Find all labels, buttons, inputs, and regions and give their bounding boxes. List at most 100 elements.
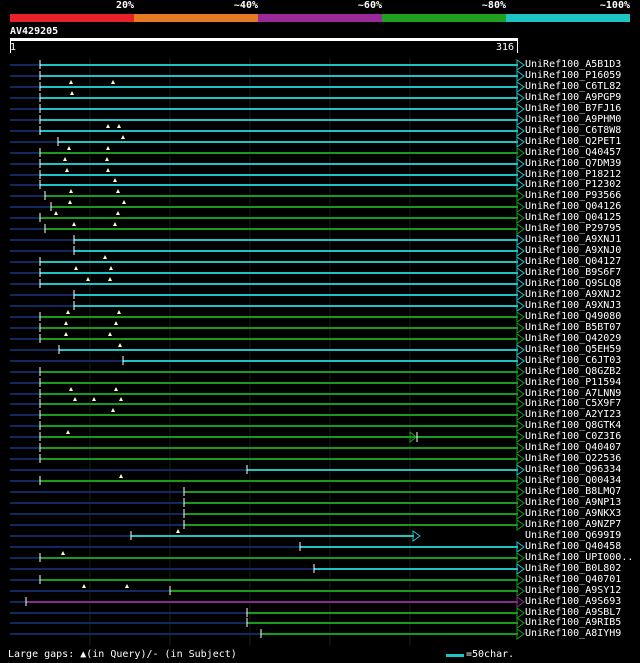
- hit-end-arrow: [516, 607, 525, 619]
- hit-label[interactable]: UniRef100_Q04126: [525, 201, 622, 212]
- hit-label[interactable]: UniRef100_Q04125: [525, 212, 622, 223]
- gap-marker: [66, 310, 70, 314]
- hit-label[interactable]: UniRef100_Q699I9: [525, 530, 622, 541]
- hit-label[interactable]: UniRef100_P12302: [525, 179, 622, 190]
- hit-end-arrow: [516, 377, 525, 389]
- hit-label[interactable]: UniRef100_Q40458: [525, 541, 622, 552]
- hit-end-arrow: [516, 388, 525, 400]
- hit-end-arrow: [516, 179, 525, 191]
- hit-label[interactable]: UniRef100_B7FJ16: [525, 103, 622, 114]
- hit-label[interactable]: UniRef100_P29795: [525, 223, 622, 234]
- gap-marker: [108, 332, 112, 336]
- hit-label[interactable]: UniRef100_A9NKX3: [525, 508, 622, 519]
- hit-label[interactable]: UniRef100_P11594: [525, 377, 622, 388]
- hit-label[interactable]: UniRef100_A9XNJ1: [525, 234, 622, 245]
- hit-label[interactable]: UniRef100_C0Z3I6: [525, 431, 622, 442]
- gap-marker: [86, 277, 90, 281]
- hit-label[interactable]: UniRef100_Q49080: [525, 311, 622, 322]
- hit-label[interactable]: UniRef100_A9S693: [525, 596, 622, 607]
- hit-label[interactable]: UniRef100_A9XNJ0: [525, 245, 622, 256]
- hit-label[interactable]: UniRef100_Q04127: [525, 256, 622, 267]
- gap-marker: [116, 189, 120, 193]
- hit-label[interactable]: UniRef100_B9S6F7: [525, 267, 622, 278]
- gap-marker: [73, 397, 77, 401]
- gap-marker: [111, 80, 115, 84]
- hit-label[interactable]: UniRef100_P16059: [525, 70, 622, 81]
- legend-label-20: 20%: [115, 0, 134, 11]
- gap-marker: [92, 397, 96, 401]
- gap-marker: [113, 222, 117, 226]
- hit-label[interactable]: UniRef100_B5BT07: [525, 322, 622, 333]
- hit-end-arrow: [516, 552, 525, 564]
- hit-label[interactable]: UniRef100_Q9SLQ8: [525, 278, 622, 289]
- hit-end-arrow: [516, 486, 525, 498]
- hit-label[interactable]: UniRef100_Q00434: [525, 475, 622, 486]
- hit-label[interactable]: UniRef100_A9NP13: [525, 497, 622, 508]
- hit-label[interactable]: UniRef100_Q8GTK4: [525, 420, 622, 431]
- hit-end-arrow: [516, 322, 525, 334]
- color-segment-40: [134, 14, 258, 22]
- hit-label[interactable]: UniRef100_A5B1D3: [525, 59, 622, 70]
- hit-end-arrow: [516, 147, 525, 159]
- gap-marker: [106, 168, 110, 172]
- hit-label[interactable]: UniRef100_A9SY12: [525, 585, 622, 596]
- hit-label[interactable]: UniRef100_A2YI23: [525, 409, 622, 420]
- hit-end-arrow: [516, 70, 525, 82]
- gap-marker: [70, 91, 74, 95]
- gap-marker: [64, 321, 68, 325]
- hit-label[interactable]: UniRef100_C5X9F7: [525, 398, 622, 409]
- hit-label[interactable]: UniRef100_A9XNJ3: [525, 300, 622, 311]
- hit-label[interactable]: UniRef100_A9SBL7: [525, 607, 622, 618]
- hit-label[interactable]: UniRef100_Q42029: [525, 333, 622, 344]
- hit-label[interactable]: UniRef100_Q40407: [525, 442, 622, 453]
- hit-label[interactable]: UniRef100_A9PHM0: [525, 114, 622, 125]
- gap-marker: [106, 146, 110, 150]
- hit-end-arrow: [516, 563, 525, 575]
- hit-end-arrow: [516, 136, 525, 148]
- hit-end-arrow: [516, 267, 525, 279]
- legend-label-40: ~40%: [233, 0, 258, 11]
- hit-label[interactable]: UniRef100_P93566: [525, 190, 622, 201]
- query-bar: [10, 38, 518, 41]
- hit-end-arrow: [516, 475, 525, 487]
- hit-label[interactable]: UniRef100_A8IYH9: [525, 628, 622, 639]
- hit-label[interactable]: UniRef100_A9PGP9: [525, 92, 622, 103]
- hit-label[interactable]: UniRef100_Q5EH59: [525, 344, 622, 355]
- hit-label[interactable]: UniRef100_Q96334: [525, 464, 622, 475]
- hit-label[interactable]: UniRef100_C6TL82: [525, 81, 622, 92]
- hit-label[interactable]: UniRef100_Q8GZB2: [525, 366, 622, 377]
- hit-label[interactable]: UniRef100_Q7DM39: [525, 158, 622, 169]
- hit-label[interactable]: UniRef100_Q22536: [525, 453, 622, 464]
- hit-label[interactable]: UniRef100_Q40701: [525, 574, 622, 585]
- hit-end-arrow: [516, 223, 525, 235]
- gap-marker: [69, 189, 73, 193]
- gap-marker: [72, 222, 76, 226]
- hit-label[interactable]: UniRef100_C6JT03: [525, 355, 622, 366]
- gap-marker: [114, 387, 118, 391]
- hit-end-arrow: [516, 169, 525, 181]
- hit-label[interactable]: UniRef100_B8LMQ7: [525, 486, 622, 497]
- hit-label[interactable]: UniRef100_UPI000..: [525, 552, 634, 563]
- hit-label[interactable]: UniRef100_A9RIB5: [525, 617, 622, 628]
- ruler-tick-start: [10, 41, 11, 53]
- gap-marker: [74, 266, 78, 270]
- gap-marker: [108, 277, 112, 281]
- ruler-end-label: 316: [496, 42, 515, 53]
- hit-end-arrow: [516, 212, 525, 224]
- hit-label[interactable]: UniRef100_Q2PET1: [525, 136, 622, 147]
- hit-label[interactable]: UniRef100_A9NZP7: [525, 519, 622, 530]
- gap-marker: [117, 310, 121, 314]
- hit-label[interactable]: UniRef100_Q40457: [525, 147, 622, 158]
- hit-label[interactable]: UniRef100_A7LNN9: [525, 388, 622, 399]
- hit-end-arrow: [516, 617, 525, 629]
- gap-marker: [125, 584, 129, 588]
- hit-label[interactable]: UniRef100_C6T8W8: [525, 125, 622, 136]
- hit-label[interactable]: UniRef100_P18212: [525, 169, 622, 180]
- hit-label[interactable]: UniRef100_B0L802: [525, 563, 622, 574]
- hit-label[interactable]: UniRef100_A9XNJ2: [525, 289, 622, 300]
- identity-color-bar: [10, 14, 630, 22]
- hit-end-arrow: [516, 92, 525, 104]
- gap-marker: [113, 178, 117, 182]
- color-segment-100: [506, 14, 630, 22]
